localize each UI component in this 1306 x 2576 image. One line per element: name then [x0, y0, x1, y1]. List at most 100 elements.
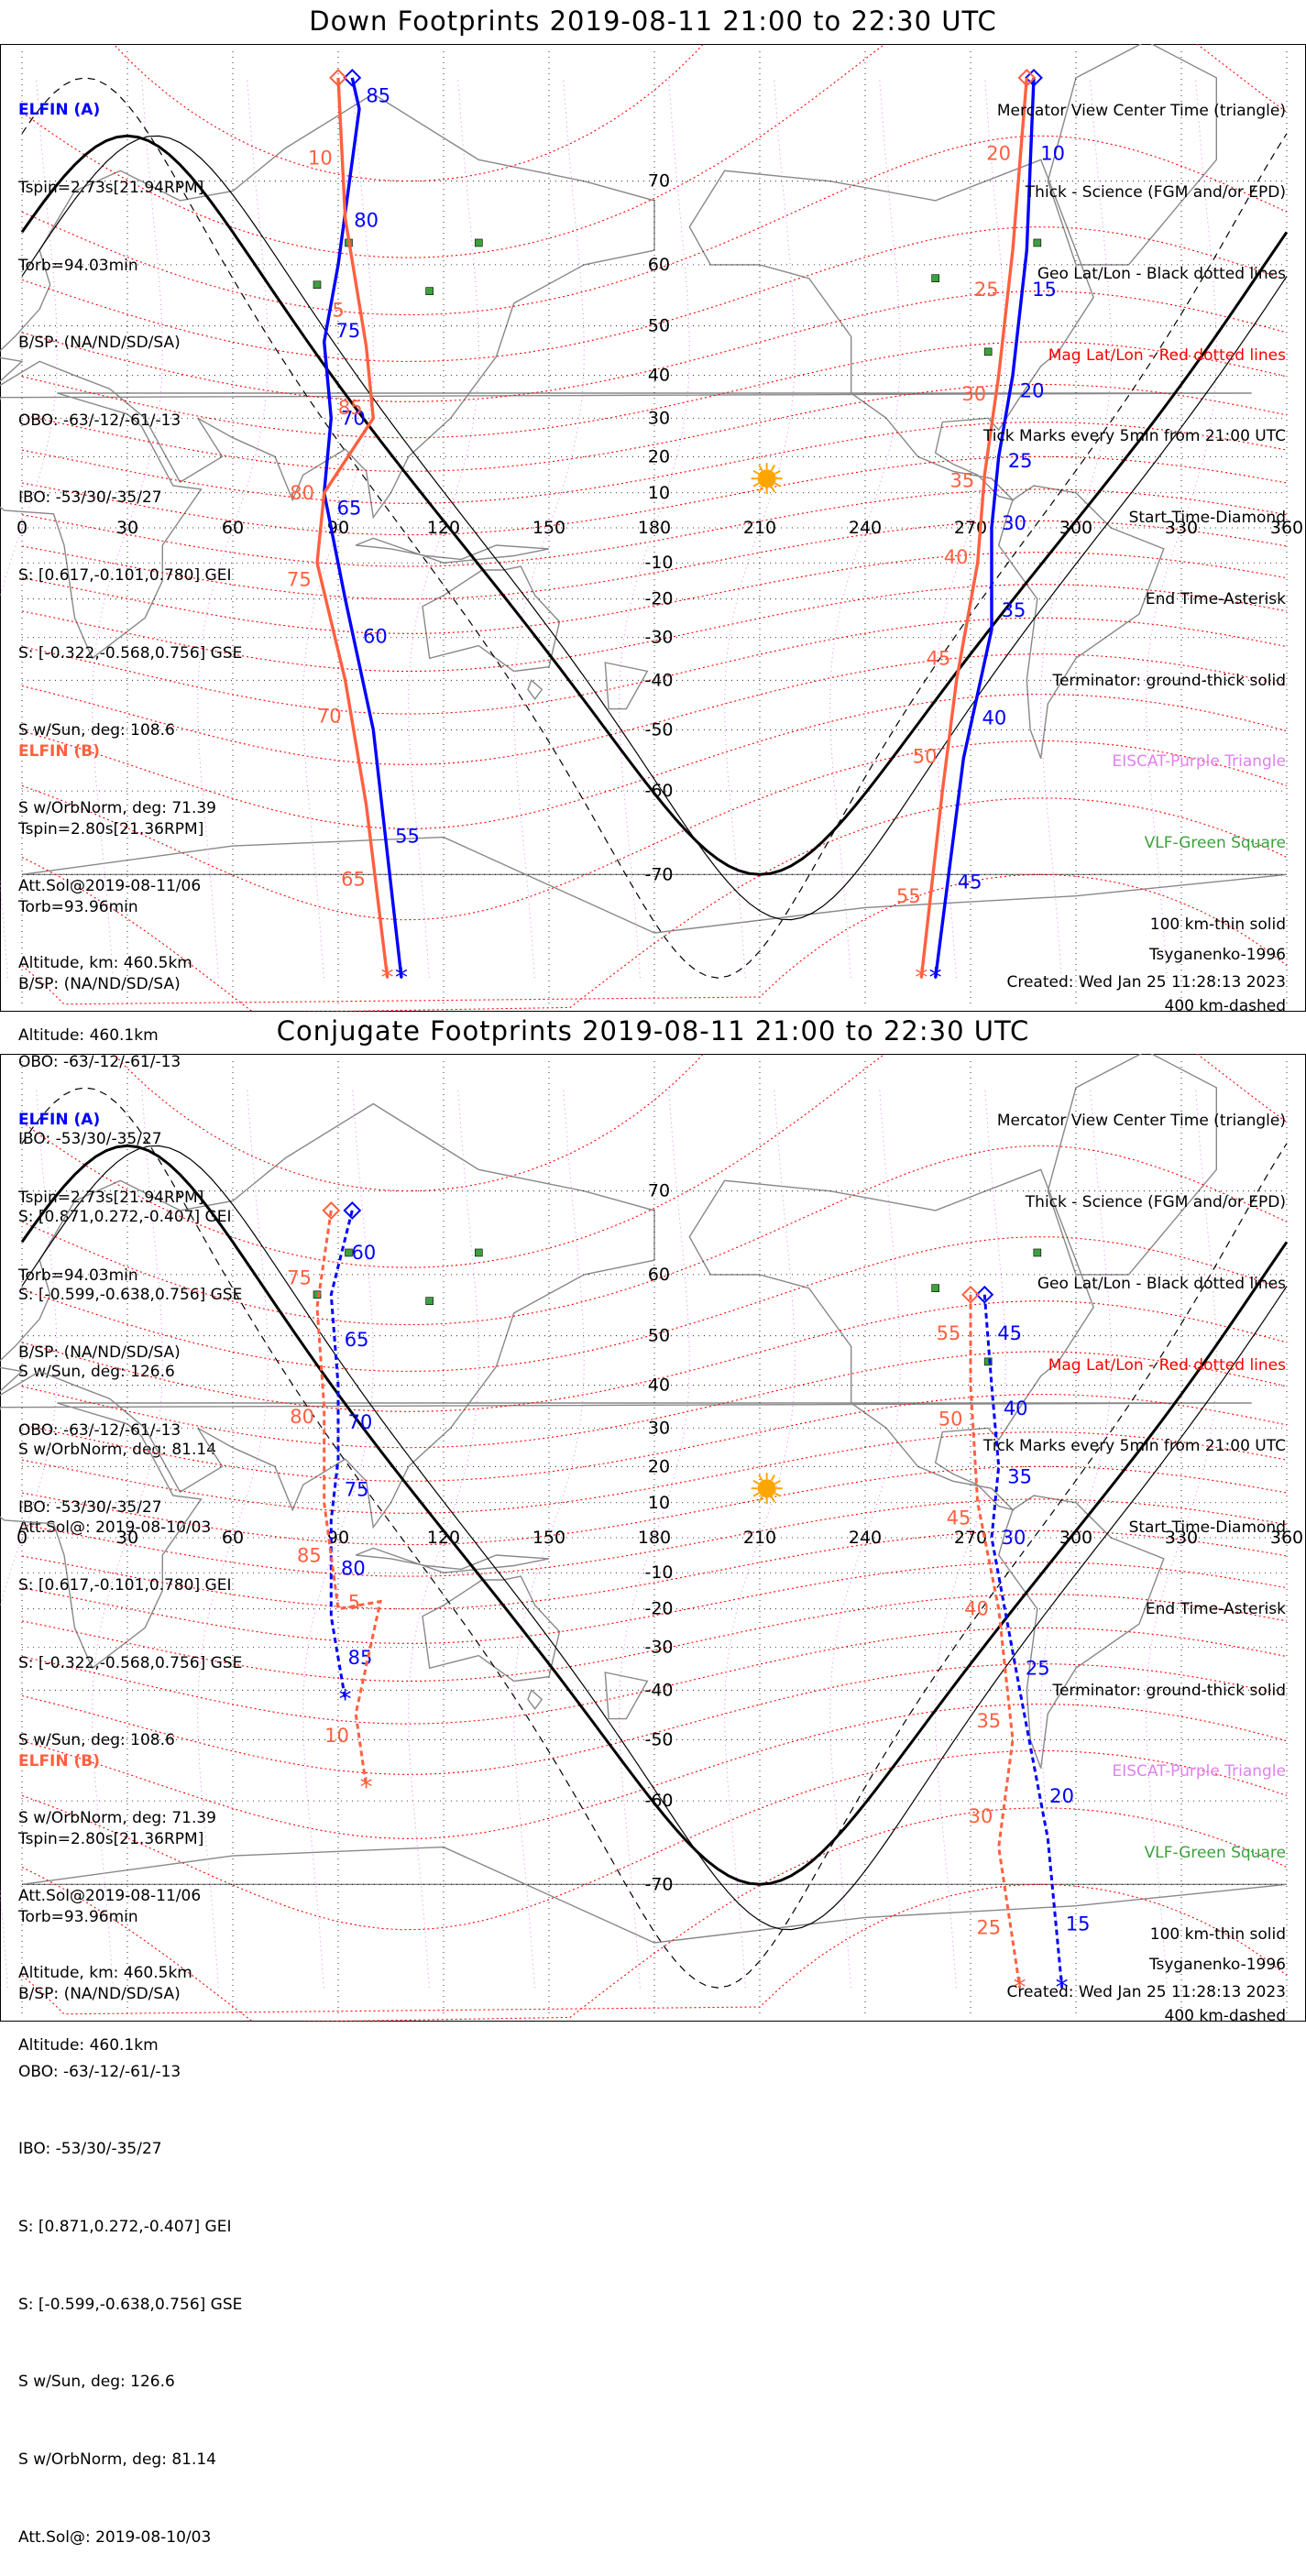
- lat-tick-label: -30: [644, 628, 673, 648]
- mag-parallel: [21, 44, 1288, 258]
- elfin-a-line: Att.Sol@2019-08-11/06: [18, 1886, 202, 1905]
- legend-item: End Time-Asterisk: [1145, 589, 1286, 608]
- legend-item: Start Time-Diamond: [1128, 509, 1286, 528]
- a-east-tick-label: 30: [1002, 1527, 1026, 1549]
- lon-tick-label: 210: [743, 518, 776, 538]
- lon-tick-label: 270: [954, 1528, 987, 1548]
- a-east-tick-label: 30: [1002, 512, 1026, 534]
- sun-ray: [770, 1496, 776, 1503]
- continent-outline: [604, 662, 649, 710]
- lon-tick-label: 240: [849, 1528, 882, 1548]
- continent-outline: [688, 159, 1094, 501]
- legend-item: Thick - Science (FGM and/or EPD): [1025, 1192, 1286, 1211]
- elfin-b-line: S w/OrbNorm, deg: 81.14: [18, 2450, 217, 2469]
- map-down-footprints: 0 30 60 90 120 150 180 210 240 270 300 330 360706050…: [0, 44, 1306, 1012]
- continent-outline: [604, 1672, 649, 1720]
- a-east-tick-label: 40: [982, 707, 1007, 729]
- end-asterisk-icon: *: [929, 962, 942, 992]
- vlf-station-marker: [983, 1357, 993, 1366]
- mag-parallel: [21, 341, 1288, 439]
- a-east-tick-label: 25: [1008, 450, 1033, 472]
- a-west-track: [329, 1210, 354, 1700]
- elfin-a-info-conjugate: ELFIN (A) Tspin=2.73s[21.94RPM] Torb=94.…: [18, 1056, 242, 2012]
- continent-outline: [0, 392, 1252, 660]
- lon-tick-label: 330: [1165, 518, 1198, 538]
- a-east-tick-label: 10: [1040, 142, 1065, 164]
- b-east-tick-label: 55: [937, 1322, 961, 1344]
- end-asterisk-icon: *: [360, 1771, 373, 1802]
- a-west-tick-label: 60: [363, 625, 388, 647]
- elfin-b-altitude-conjugate: Altitude: 460.1km: [18, 1981, 159, 2085]
- b-west-tick-label: 75: [287, 569, 312, 591]
- b-east-track: [919, 77, 1028, 979]
- lon-tick-label: 360: [1270, 518, 1303, 538]
- mag-parallel: [21, 135, 1288, 316]
- vlf-station-marker: [931, 1284, 939, 1292]
- elfin-b-line: S w/Sun, deg: 126.6: [18, 1363, 175, 1382]
- elfin-a-line: S: [0.617,-0.101,0.780] GEI: [18, 566, 232, 586]
- legend-item: Thick - Science (FGM and/or EPD): [1025, 182, 1286, 202]
- a-east-tick-label: 45: [997, 1322, 1022, 1344]
- mag-parallel: [21, 740, 1288, 921]
- sun-ray: [752, 1479, 760, 1485]
- a-west-tick-label: 75: [335, 320, 360, 342]
- vlf-station-marker: [425, 287, 434, 295]
- continent-outline: [1047, 44, 1218, 266]
- mag-parallel: [21, 1236, 1288, 1372]
- sun-ray: [758, 464, 763, 472]
- continent-outline: [688, 1168, 1094, 1511]
- created-label-conjugate: Created: Wed Jan 25 11:28:13 2023: [1006, 1983, 1286, 2001]
- elfin-b-line: S w/OrbNorm, deg: 81.14: [18, 1440, 217, 1459]
- sun-ray: [752, 469, 760, 476]
- sun-ray: [774, 469, 781, 476]
- lat-tick-label: 50: [648, 316, 670, 336]
- lon-tick-label: 60: [222, 518, 244, 538]
- b-west-tick-label: 65: [341, 869, 366, 891]
- vlf-station-marker: [475, 238, 483, 247]
- model-label-down: Tsyganenko-1996: [1148, 946, 1286, 964]
- b-east-tick-label: 55: [896, 885, 921, 907]
- elfin-b-line: Tspin=2.80s[21.36RPM]: [18, 820, 204, 839]
- panel-title-conjugate: Conjugate Footprints 2019-08-11 21:00 to…: [276, 1015, 1030, 1047]
- elfin-a-line: B/SP: (NA/ND/SD/SA): [18, 334, 181, 353]
- mag-parallel: [21, 797, 1288, 1012]
- mag-parallel: [113, 1054, 705, 1192]
- sun-ray: [774, 1479, 781, 1485]
- legend-item: Start Time-Diamond: [1128, 1518, 1286, 1538]
- a-west-tick-label: 85: [366, 84, 390, 106]
- a-west-tick-label: 70: [348, 1411, 373, 1433]
- b-west-tick-label: 80: [290, 482, 314, 504]
- sun-ray: [758, 1474, 763, 1482]
- terminator-400km: [21, 77, 1288, 979]
- lon-tick-label: 30: [116, 518, 138, 538]
- elfin-a-line: Att.Sol@2019-08-11/06: [18, 876, 202, 895]
- lon-tick-label: 330: [1165, 1528, 1198, 1548]
- vlf-station-marker: [313, 280, 322, 290]
- sun-ray: [770, 486, 776, 493]
- a-west-tick-label: 60: [351, 1242, 376, 1264]
- elfin-a-line: Torb=94.03min: [18, 1266, 138, 1285]
- lat-tick-label: 20: [648, 1456, 670, 1476]
- elfin-a-line: S w/OrbNorm, deg: 71.39: [18, 798, 217, 817]
- lon-tick-label: 300: [1059, 1528, 1092, 1548]
- mag-parallel: [21, 290, 1288, 402]
- panel-title-down: Down Footprints 2019-08-11 21:00 to 22:3…: [309, 5, 997, 37]
- mag-parallel: [21, 1431, 1288, 1514]
- lon-tick-label: 30: [116, 1528, 138, 1548]
- legend-item: EISCAT-Purple Triangle: [1112, 1762, 1286, 1781]
- end-asterisk-icon: *: [1056, 1972, 1069, 2002]
- a-west-tick-label: 80: [341, 1557, 366, 1579]
- legend-item: Mercator View Center Time (triangle): [996, 102, 1286, 121]
- elfin-b-line: S: [-0.599,-0.638,0.756] GSE: [18, 2295, 243, 2314]
- a-west-tick-label: 80: [354, 209, 379, 231]
- elfin-a-line: Torb=94.03min: [18, 256, 138, 275]
- elfin-a-line: Altitude, km: 460.5km: [18, 954, 192, 973]
- elfin-b-line: Att.Sol@: 2019-08-10/03: [18, 2527, 212, 2547]
- lat-tick-label: -50: [644, 1729, 673, 1749]
- elfin-a-line: S: [-0.322,-0.568,0.756] GSE: [18, 1653, 243, 1672]
- created-label-down: Created: Wed Jan 25 11:28:13 2023: [1006, 973, 1286, 992]
- end-asterisk-icon: *: [339, 1683, 352, 1714]
- vlf-station-marker: [983, 347, 993, 356]
- mag-parallel: [21, 455, 1288, 536]
- elfin-a-line: S w/Sun, deg: 108.6: [18, 1731, 175, 1750]
